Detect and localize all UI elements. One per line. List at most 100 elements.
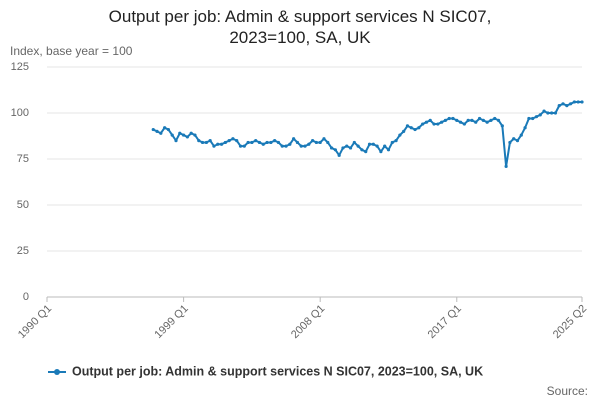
y-tick-label: 0 <box>23 291 29 303</box>
y-tick-label: 75 <box>17 153 29 165</box>
data-point <box>163 126 167 130</box>
data-point <box>318 140 322 145</box>
data-point <box>227 139 231 143</box>
data-point <box>269 140 273 145</box>
data-point <box>477 116 482 121</box>
data-point <box>481 118 485 122</box>
x-tick-label: 2025 Q2 <box>551 303 589 341</box>
data-point <box>364 150 368 154</box>
data-point <box>565 104 569 108</box>
data-point <box>458 120 463 124</box>
y-tick-label: 100 <box>11 107 29 119</box>
data-point <box>231 137 235 141</box>
data-point <box>197 139 201 143</box>
x-tick-label: 2017 Q1 <box>426 303 464 341</box>
x-tick-label: 1990 Q1 <box>16 303 54 341</box>
data-point <box>485 120 489 124</box>
data-point <box>280 144 284 148</box>
data-point <box>451 116 455 121</box>
data-point <box>348 146 353 150</box>
data-point <box>462 122 466 126</box>
data-point <box>550 111 554 115</box>
data-point <box>166 127 171 132</box>
data-point <box>424 120 429 124</box>
data-point <box>576 100 580 104</box>
data-point <box>250 140 254 145</box>
data-point <box>326 140 330 145</box>
data-point <box>538 113 542 117</box>
data-point <box>223 140 227 145</box>
data-point <box>360 148 364 152</box>
data-point <box>371 142 375 146</box>
data-point <box>470 118 474 122</box>
data-point <box>254 139 258 143</box>
data-point <box>200 140 205 145</box>
data-point <box>155 129 159 133</box>
data-point <box>512 137 516 141</box>
data-point <box>174 139 178 143</box>
data-point <box>561 102 565 106</box>
data-point <box>515 139 520 143</box>
data-point <box>170 133 174 137</box>
data-point <box>546 111 550 115</box>
data-point <box>519 133 523 137</box>
data-point <box>569 102 573 106</box>
y-axis-label: Index, base year = 100 <box>10 44 133 58</box>
data-point <box>284 144 288 148</box>
data-point <box>151 127 155 132</box>
data-point <box>531 116 535 121</box>
data-point <box>390 140 394 145</box>
data-point <box>527 116 531 121</box>
data-point <box>504 164 508 168</box>
data-point <box>542 109 546 113</box>
data-point <box>508 140 512 145</box>
data-point <box>193 133 197 137</box>
series-line <box>152 100 582 168</box>
data-point <box>432 122 436 126</box>
data-point <box>383 144 387 148</box>
data-point <box>261 142 265 146</box>
data-point <box>455 118 459 122</box>
data-point <box>402 129 406 133</box>
data-point <box>273 139 277 143</box>
data-point <box>356 144 360 148</box>
y-tick-label: 125 <box>11 61 29 73</box>
data-point <box>436 122 440 126</box>
data-point <box>500 124 504 128</box>
data-point <box>257 140 262 145</box>
data-point <box>303 144 307 148</box>
data-point <box>288 142 292 146</box>
data-point <box>553 111 558 115</box>
data-point <box>447 116 451 121</box>
data-point <box>572 100 577 104</box>
x-tick-label: 1999 Q1 <box>152 303 190 341</box>
data-point <box>235 139 239 143</box>
data-point <box>386 148 391 152</box>
data-point <box>292 137 296 141</box>
data-point <box>417 126 421 130</box>
data-point <box>189 131 193 135</box>
data-point <box>295 140 300 145</box>
data-point <box>299 144 303 148</box>
data-point <box>246 140 250 145</box>
data-point <box>394 139 398 143</box>
data-point <box>405 124 410 128</box>
data-point <box>523 126 527 130</box>
data-point <box>212 144 216 148</box>
data-point <box>474 120 478 124</box>
chart-title: Output per job: Admin & support services… <box>108 7 492 47</box>
data-point <box>181 133 186 137</box>
data-point <box>204 140 208 145</box>
data-point <box>265 140 269 145</box>
data-point <box>534 115 539 119</box>
source: Source: <box>547 384 588 398</box>
data-point <box>352 140 356 145</box>
data-point <box>580 100 584 104</box>
data-point <box>159 131 163 135</box>
data-point <box>314 140 318 145</box>
y-tick-label: 25 <box>17 245 29 257</box>
data-point <box>413 127 417 132</box>
y-tick-label: 50 <box>17 199 29 211</box>
